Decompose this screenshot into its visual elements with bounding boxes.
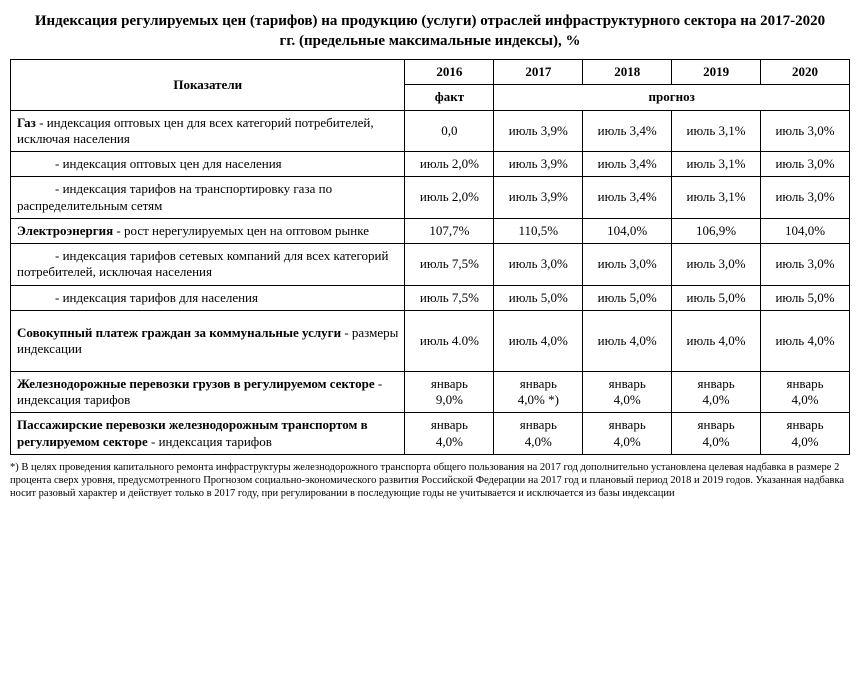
value-cell: июль 3,0% — [761, 152, 850, 177]
tariff-table: Показатели 2016 2017 2018 2019 2020 факт… — [10, 59, 850, 455]
value-cell: июль 5,0% — [494, 285, 583, 310]
indicator-cell: Совокупный платеж граждан за коммунальны… — [11, 310, 405, 371]
value-cell: июль 3,0% — [583, 244, 672, 286]
value-cell: январь4,0% — [672, 371, 761, 413]
header-indicators: Показатели — [11, 60, 405, 111]
value-cell: июль 7,5% — [405, 244, 494, 286]
table-row: Пассажирские перевозки железнодорожным т… — [11, 413, 850, 455]
value-cell: июль 3,9% — [494, 152, 583, 177]
value-cell: июль 5,0% — [672, 285, 761, 310]
value-cell: июль 5,0% — [761, 285, 850, 310]
table-row: - индексация тарифов на транспортировку … — [11, 177, 850, 219]
value-cell: июль 3,0% — [494, 244, 583, 286]
value-cell: 104,0% — [583, 218, 672, 243]
value-cell: июль 2,0% — [405, 177, 494, 219]
header-2017: 2017 — [494, 60, 583, 85]
header-2019: 2019 — [672, 60, 761, 85]
value-cell: июль 2,0% — [405, 152, 494, 177]
value-cell: июль 4.0% — [405, 310, 494, 371]
value-cell: июль 3,0% — [761, 244, 850, 286]
table-row: - индексация тарифов для населенияиюль 7… — [11, 285, 850, 310]
table-row: - индексация оптовых цен для населенияию… — [11, 152, 850, 177]
value-cell: июль 3,0% — [761, 110, 850, 152]
table-row: - индексация тарифов сетевых компаний дл… — [11, 244, 850, 286]
indicator-cell: Газ - индексация оптовых цен для всех ка… — [11, 110, 405, 152]
value-cell: июль 4,0% — [583, 310, 672, 371]
indicator-cell: - индексация тарифов на транспортировку … — [11, 177, 405, 219]
value-cell: 104,0% — [761, 218, 850, 243]
value-cell: июль 4,0% — [672, 310, 761, 371]
indicator-cell: - индексация оптовых цен для населения — [11, 152, 405, 177]
value-cell: 107,7% — [405, 218, 494, 243]
value-cell: январь4,0% — [761, 371, 850, 413]
table-row: Совокупный платеж граждан за коммунальны… — [11, 310, 850, 371]
table-row: Электроэнергия - рост нерегулируемых цен… — [11, 218, 850, 243]
header-2018: 2018 — [583, 60, 672, 85]
value-cell: июль 3,0% — [761, 177, 850, 219]
value-cell: июль 3,0% — [672, 244, 761, 286]
value-cell: июль 4,0% — [494, 310, 583, 371]
value-cell: январь4,0% — [494, 413, 583, 455]
value-cell: июль 5,0% — [583, 285, 672, 310]
table-row: Железнодорожные перевозки грузов в регул… — [11, 371, 850, 413]
header-fact: факт — [405, 85, 494, 110]
value-cell: январь4,0% — [583, 413, 672, 455]
value-cell: июль 3,9% — [494, 110, 583, 152]
page-title: Индексация регулируемых цен (тарифов) на… — [30, 12, 830, 51]
value-cell: 0,0 — [405, 110, 494, 152]
indicator-cell: - индексация тарифов для населения — [11, 285, 405, 310]
value-cell: июль 4,0% — [761, 310, 850, 371]
value-cell: июль 3,9% — [494, 177, 583, 219]
value-cell: 110,5% — [494, 218, 583, 243]
value-cell: июль 3,1% — [672, 152, 761, 177]
value-cell: январь4,0% *) — [494, 371, 583, 413]
table-body: Газ - индексация оптовых цен для всех ка… — [11, 110, 850, 454]
header-forecast: прогноз — [494, 85, 850, 110]
value-cell: январь9,0% — [405, 371, 494, 413]
value-cell: июль 3,1% — [672, 110, 761, 152]
value-cell: июль 3,4% — [583, 110, 672, 152]
table-row: Газ - индексация оптовых цен для всех ка… — [11, 110, 850, 152]
value-cell: июль 7,5% — [405, 285, 494, 310]
value-cell: июль 3,4% — [583, 177, 672, 219]
footnote: *) В целях проведения капитального ремон… — [10, 461, 850, 500]
value-cell: июль 3,4% — [583, 152, 672, 177]
header-2016: 2016 — [405, 60, 494, 85]
value-cell: июль 3,1% — [672, 177, 761, 219]
header-2020: 2020 — [761, 60, 850, 85]
value-cell: январь4,0% — [672, 413, 761, 455]
indicator-cell: - индексация тарифов сетевых компаний дл… — [11, 244, 405, 286]
indicator-cell: Железнодорожные перевозки грузов в регул… — [11, 371, 405, 413]
indicator-cell: Электроэнергия - рост нерегулируемых цен… — [11, 218, 405, 243]
value-cell: 106,9% — [672, 218, 761, 243]
value-cell: январь4,0% — [583, 371, 672, 413]
value-cell: январь4,0% — [761, 413, 850, 455]
value-cell: январь4,0% — [405, 413, 494, 455]
indicator-cell: Пассажирские перевозки железнодорожным т… — [11, 413, 405, 455]
